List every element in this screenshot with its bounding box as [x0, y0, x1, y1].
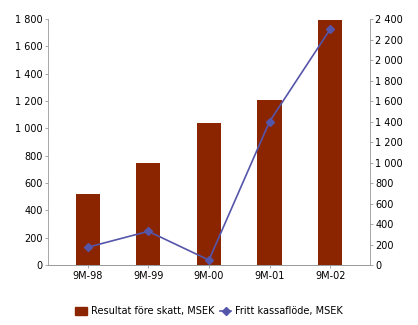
Bar	[136, 162, 161, 265]
Bar	[76, 194, 100, 265]
Bar	[257, 100, 282, 265]
Bar	[318, 20, 342, 265]
Legend: Resultat före skatt, MSEK, Fritt kassaflöde, MSEK: Resultat före skatt, MSEK, Fritt kassafl…	[71, 302, 347, 320]
Bar	[197, 123, 221, 265]
